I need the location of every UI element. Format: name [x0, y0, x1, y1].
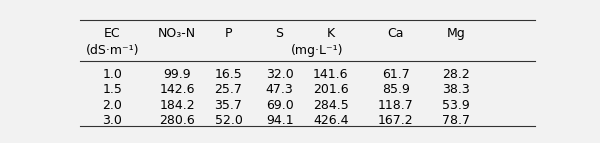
Text: S: S: [275, 27, 284, 40]
Text: 280.6: 280.6: [160, 114, 195, 127]
Text: 47.3: 47.3: [266, 83, 293, 96]
Text: P: P: [225, 27, 232, 40]
Text: K: K: [326, 27, 335, 40]
Text: 69.0: 69.0: [266, 99, 293, 112]
Text: Ca: Ca: [388, 27, 404, 40]
Text: 2.0: 2.0: [102, 99, 122, 112]
Text: 94.1: 94.1: [266, 114, 293, 127]
Text: EC: EC: [104, 27, 121, 40]
Text: 426.4: 426.4: [313, 114, 349, 127]
Text: NO₃-N: NO₃-N: [158, 27, 196, 40]
Text: 141.6: 141.6: [313, 68, 349, 81]
Text: 184.2: 184.2: [160, 99, 195, 112]
Text: 52.0: 52.0: [215, 114, 242, 127]
Text: 1.0: 1.0: [102, 68, 122, 81]
Text: 201.6: 201.6: [313, 83, 349, 96]
Text: 25.7: 25.7: [215, 83, 242, 96]
Text: 1.5: 1.5: [102, 83, 122, 96]
Text: 118.7: 118.7: [378, 99, 414, 112]
Text: 35.7: 35.7: [215, 99, 242, 112]
Text: 78.7: 78.7: [442, 114, 470, 127]
Text: 142.6: 142.6: [160, 83, 195, 96]
Text: Mg: Mg: [447, 27, 466, 40]
Text: 32.0: 32.0: [266, 68, 293, 81]
Text: (dS·m⁻¹): (dS·m⁻¹): [85, 44, 139, 57]
Text: 28.2: 28.2: [442, 68, 470, 81]
Text: 85.9: 85.9: [382, 83, 410, 96]
Text: 16.5: 16.5: [215, 68, 242, 81]
Text: 38.3: 38.3: [442, 83, 470, 96]
Text: 3.0: 3.0: [102, 114, 122, 127]
Text: 167.2: 167.2: [378, 114, 413, 127]
Text: (mg·L⁻¹): (mg·L⁻¹): [290, 44, 343, 57]
Text: 99.9: 99.9: [163, 68, 191, 81]
Text: 284.5: 284.5: [313, 99, 349, 112]
Text: 53.9: 53.9: [442, 99, 470, 112]
Text: 61.7: 61.7: [382, 68, 410, 81]
